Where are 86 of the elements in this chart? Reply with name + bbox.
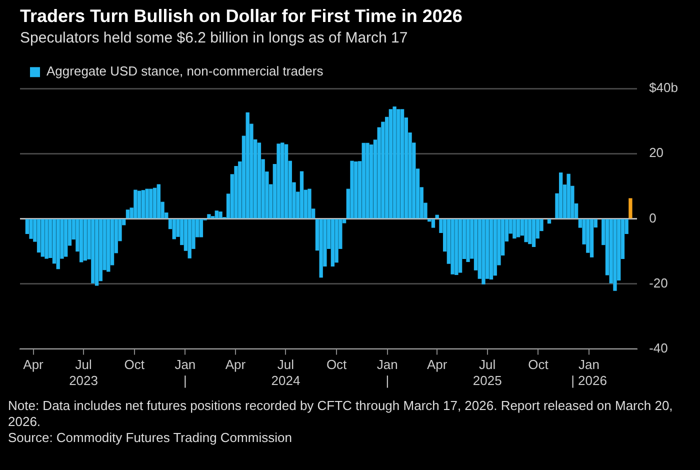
x-tick-label: Jan | 2026 [571, 357, 607, 388]
y-tick-label: $40b [649, 80, 678, 96]
x-tick-label: Jul 2023 [69, 357, 98, 388]
x-tick-label: Jul 2025 [472, 357, 502, 388]
bar [172, 219, 176, 240]
legend-label: Aggregate USD stance, non-commercial traders [46, 64, 324, 79]
bar [246, 112, 250, 218]
bar [280, 142, 284, 218]
bar [218, 212, 222, 218]
bar [40, 219, 44, 257]
bar [528, 219, 532, 244]
bar [334, 219, 338, 263]
bar [188, 219, 192, 258]
bar [489, 219, 494, 280]
x-tick-label: Oct [326, 357, 348, 372]
bar [362, 142, 366, 218]
bar [149, 188, 153, 218]
bar [396, 109, 400, 218]
bar [392, 106, 396, 218]
bar [308, 188, 312, 218]
x-tick-label: Jan | [174, 357, 196, 388]
x-tick-label: Jan | [376, 357, 398, 388]
bar [300, 171, 304, 218]
bar [214, 210, 218, 218]
bar [354, 161, 358, 218]
bar [450, 219, 454, 274]
y-tick-label: -20 [649, 275, 668, 290]
bar [141, 190, 146, 218]
bar [199, 219, 204, 238]
bar [44, 219, 48, 259]
bar [207, 214, 211, 218]
bar [134, 190, 138, 218]
bar [94, 219, 99, 286]
x-tick-label: Oct [528, 357, 549, 372]
bar [156, 184, 160, 218]
bar [454, 219, 458, 275]
bar [36, 219, 41, 253]
chart-subtitle: Speculators held some $6.2 billion in longs as of March 17 [20, 30, 408, 47]
bar [330, 219, 335, 267]
bar [458, 219, 462, 273]
y-tick-label: 0 [649, 210, 656, 226]
bar [435, 214, 439, 218]
x-tick-label: Jul 2024 [271, 357, 300, 388]
y-tick-label: -40 [649, 340, 668, 356]
bar [350, 160, 354, 218]
bar [106, 219, 110, 272]
x-tick-label: Oct [124, 357, 145, 372]
bar [145, 188, 149, 218]
bar [431, 219, 436, 228]
bar [388, 109, 393, 218]
bar [566, 174, 570, 218]
x-tick-label: Apr [426, 357, 448, 372]
bar [64, 219, 68, 257]
bar [56, 219, 60, 270]
bar [613, 219, 617, 291]
bar [366, 142, 370, 218]
bar [319, 219, 323, 278]
bar [482, 219, 486, 284]
bar [276, 144, 280, 218]
bar [512, 219, 516, 239]
bar [98, 219, 102, 282]
bar [83, 219, 88, 261]
bar [152, 188, 157, 218]
bar [466, 219, 470, 262]
x-tick-label: Apr [23, 357, 44, 372]
y-tick-label: 20 [649, 145, 664, 160]
bar [29, 219, 33, 239]
source-note: Source: Commodity Futures Trading Commission [8, 430, 293, 446]
bar [138, 190, 142, 218]
bar [590, 219, 594, 258]
bar [91, 219, 95, 284]
bar [628, 198, 632, 218]
bar [524, 219, 528, 242]
bar [516, 219, 520, 238]
bar [559, 172, 563, 218]
bar [493, 219, 497, 276]
bar [284, 144, 288, 218]
bar [400, 109, 404, 218]
bar [257, 142, 262, 218]
x-tick-label: Apr [225, 357, 246, 372]
chart-title: Traders Turn Bullish on Dollar for First Time in 2026 [20, 6, 462, 26]
bar [126, 210, 130, 218]
bar [79, 219, 84, 262]
bar [532, 219, 536, 247]
text: Note: Data includes net futures positions recorded by CFTC through March 17, 2026. Report released on March 20, 2026. [8, 398, 674, 430]
bar [547, 219, 552, 224]
